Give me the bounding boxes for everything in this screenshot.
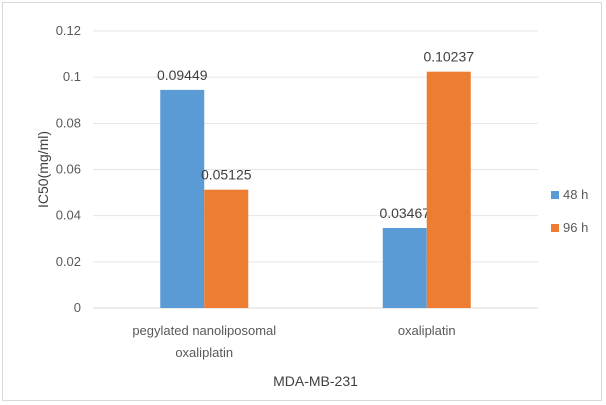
y-tick-label: 0.1 [63, 69, 81, 84]
data-label: 0.09449 [157, 67, 208, 83]
bar-96h-1 [426, 71, 471, 308]
y-tick-label: 0.08 [56, 115, 81, 130]
bar-96h-0 [204, 189, 249, 308]
x-axis-title: MDA-MB-231 [273, 373, 358, 389]
y-tick-label: 0.12 [56, 23, 81, 38]
bar-48h-0 [160, 89, 205, 308]
y-tick-label: 0.02 [56, 254, 81, 269]
data-label: 0.03467 [379, 205, 430, 221]
data-label: 0.10237 [423, 49, 474, 65]
y-tick-label: 0.04 [56, 208, 81, 223]
category-label: oxaliplatin [175, 345, 233, 360]
legend-label: 96 h [563, 220, 588, 235]
chart-frame [2, 2, 602, 401]
category-label: oxaliplatin [398, 323, 456, 338]
legend-swatch [551, 191, 559, 199]
legend-swatch [551, 224, 559, 232]
data-label: 0.05125 [201, 167, 252, 183]
y-tick-label: 0.06 [56, 162, 81, 177]
legend-label: 48 h [563, 187, 588, 202]
category-label: pegylated nanoliposomal [132, 323, 276, 338]
bar-48h-1 [382, 227, 427, 308]
y-axis-title: IC50(mg/ml) [35, 131, 51, 208]
y-tick-label: 0 [74, 300, 81, 315]
